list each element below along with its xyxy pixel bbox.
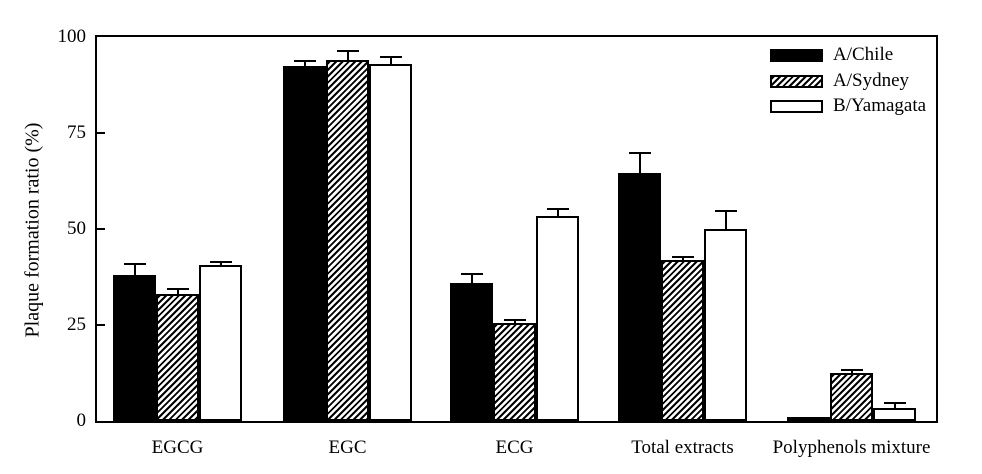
plot-area: A/Chile A/Sydney B/Yamagata <box>95 35 938 423</box>
bar-a-sydney-egcg <box>156 294 199 421</box>
error-bar-line <box>893 402 896 408</box>
error-bar-cap <box>671 256 694 258</box>
x-category-label: EGCG <box>151 437 204 458</box>
bar-a-sydney-egc <box>326 60 369 421</box>
error-bar-cap <box>840 369 863 371</box>
bar-b-yamagata-polyphenols-mixture <box>873 408 916 421</box>
error-bar-cap <box>336 50 359 52</box>
error-bar-line <box>638 152 641 173</box>
bar-b-yamagata-egc <box>369 64 412 421</box>
y-tick-mark <box>97 228 105 230</box>
error-bar-line <box>724 210 727 229</box>
legend-swatch-hatched <box>770 74 823 88</box>
error-bar-line <box>556 208 559 216</box>
y-tick-label: 75 <box>67 122 86 143</box>
x-category-label: ECG <box>495 437 534 458</box>
bar-a-chile-total-extracts <box>618 173 661 421</box>
bar-a-sydney-polyphenols-mixture <box>830 373 873 421</box>
x-category-label: EGC <box>328 437 367 458</box>
error-bar-cap <box>379 56 402 58</box>
error-bar-line <box>470 273 473 283</box>
error-bar-line <box>303 60 306 66</box>
x-category-label: Polyphenols mixture <box>772 437 931 458</box>
bar-a-chile-egc <box>283 66 326 421</box>
error-bar-line <box>513 319 516 323</box>
legend-label: B/Yamagata <box>833 95 927 116</box>
legend-swatch-black <box>770 48 823 62</box>
bar-a-sydney-ecg <box>493 323 536 421</box>
y-tick-mark <box>97 132 105 134</box>
error-bar-line <box>389 56 392 64</box>
bar-a-chile-polyphenols-mixture <box>787 417 830 421</box>
error-bar-line <box>219 261 222 265</box>
bar-b-yamagata-ecg <box>536 216 579 421</box>
error-bar-line <box>681 256 684 260</box>
error-bar-line <box>850 369 853 373</box>
error-bar-cap <box>714 210 737 212</box>
error-bar-cap <box>123 263 146 265</box>
y-tick-label: 0 <box>76 410 87 431</box>
error-bar-cap <box>293 60 316 62</box>
legend-row-a-sydney: A/Sydney <box>770 70 909 91</box>
error-bar-cap <box>503 319 526 321</box>
y-tick-mark <box>97 324 105 326</box>
error-bar-line <box>176 288 179 294</box>
error-bar-cap <box>166 288 189 290</box>
error-bar-cap <box>628 152 651 154</box>
error-bar-line <box>346 50 349 60</box>
x-category-label: Total extracts <box>631 437 734 458</box>
error-bar-cap <box>209 261 232 263</box>
bar-a-chile-ecg <box>450 283 493 421</box>
y-tick-label: 100 <box>57 26 87 47</box>
legend-row-a-chile: A/Chile <box>770 44 894 65</box>
error-bar-cap <box>883 402 906 404</box>
y-tick-label: 25 <box>67 314 86 335</box>
y-tick-label: 50 <box>67 218 86 239</box>
error-bar-cap <box>546 208 569 210</box>
legend-label: A/Chile <box>833 44 894 65</box>
legend-swatch-white <box>770 99 823 113</box>
bar-a-sydney-total-extracts <box>661 260 704 421</box>
legend-row-b-yamagata: B/Yamagata <box>770 95 927 116</box>
error-bar-cap <box>460 273 483 275</box>
error-bar-line <box>133 263 136 275</box>
legend-label: A/Sydney <box>833 70 909 91</box>
bar-b-yamagata-egcg <box>199 265 242 421</box>
bar-b-yamagata-total-extracts <box>704 229 747 421</box>
bar-a-chile-egcg <box>113 275 156 421</box>
